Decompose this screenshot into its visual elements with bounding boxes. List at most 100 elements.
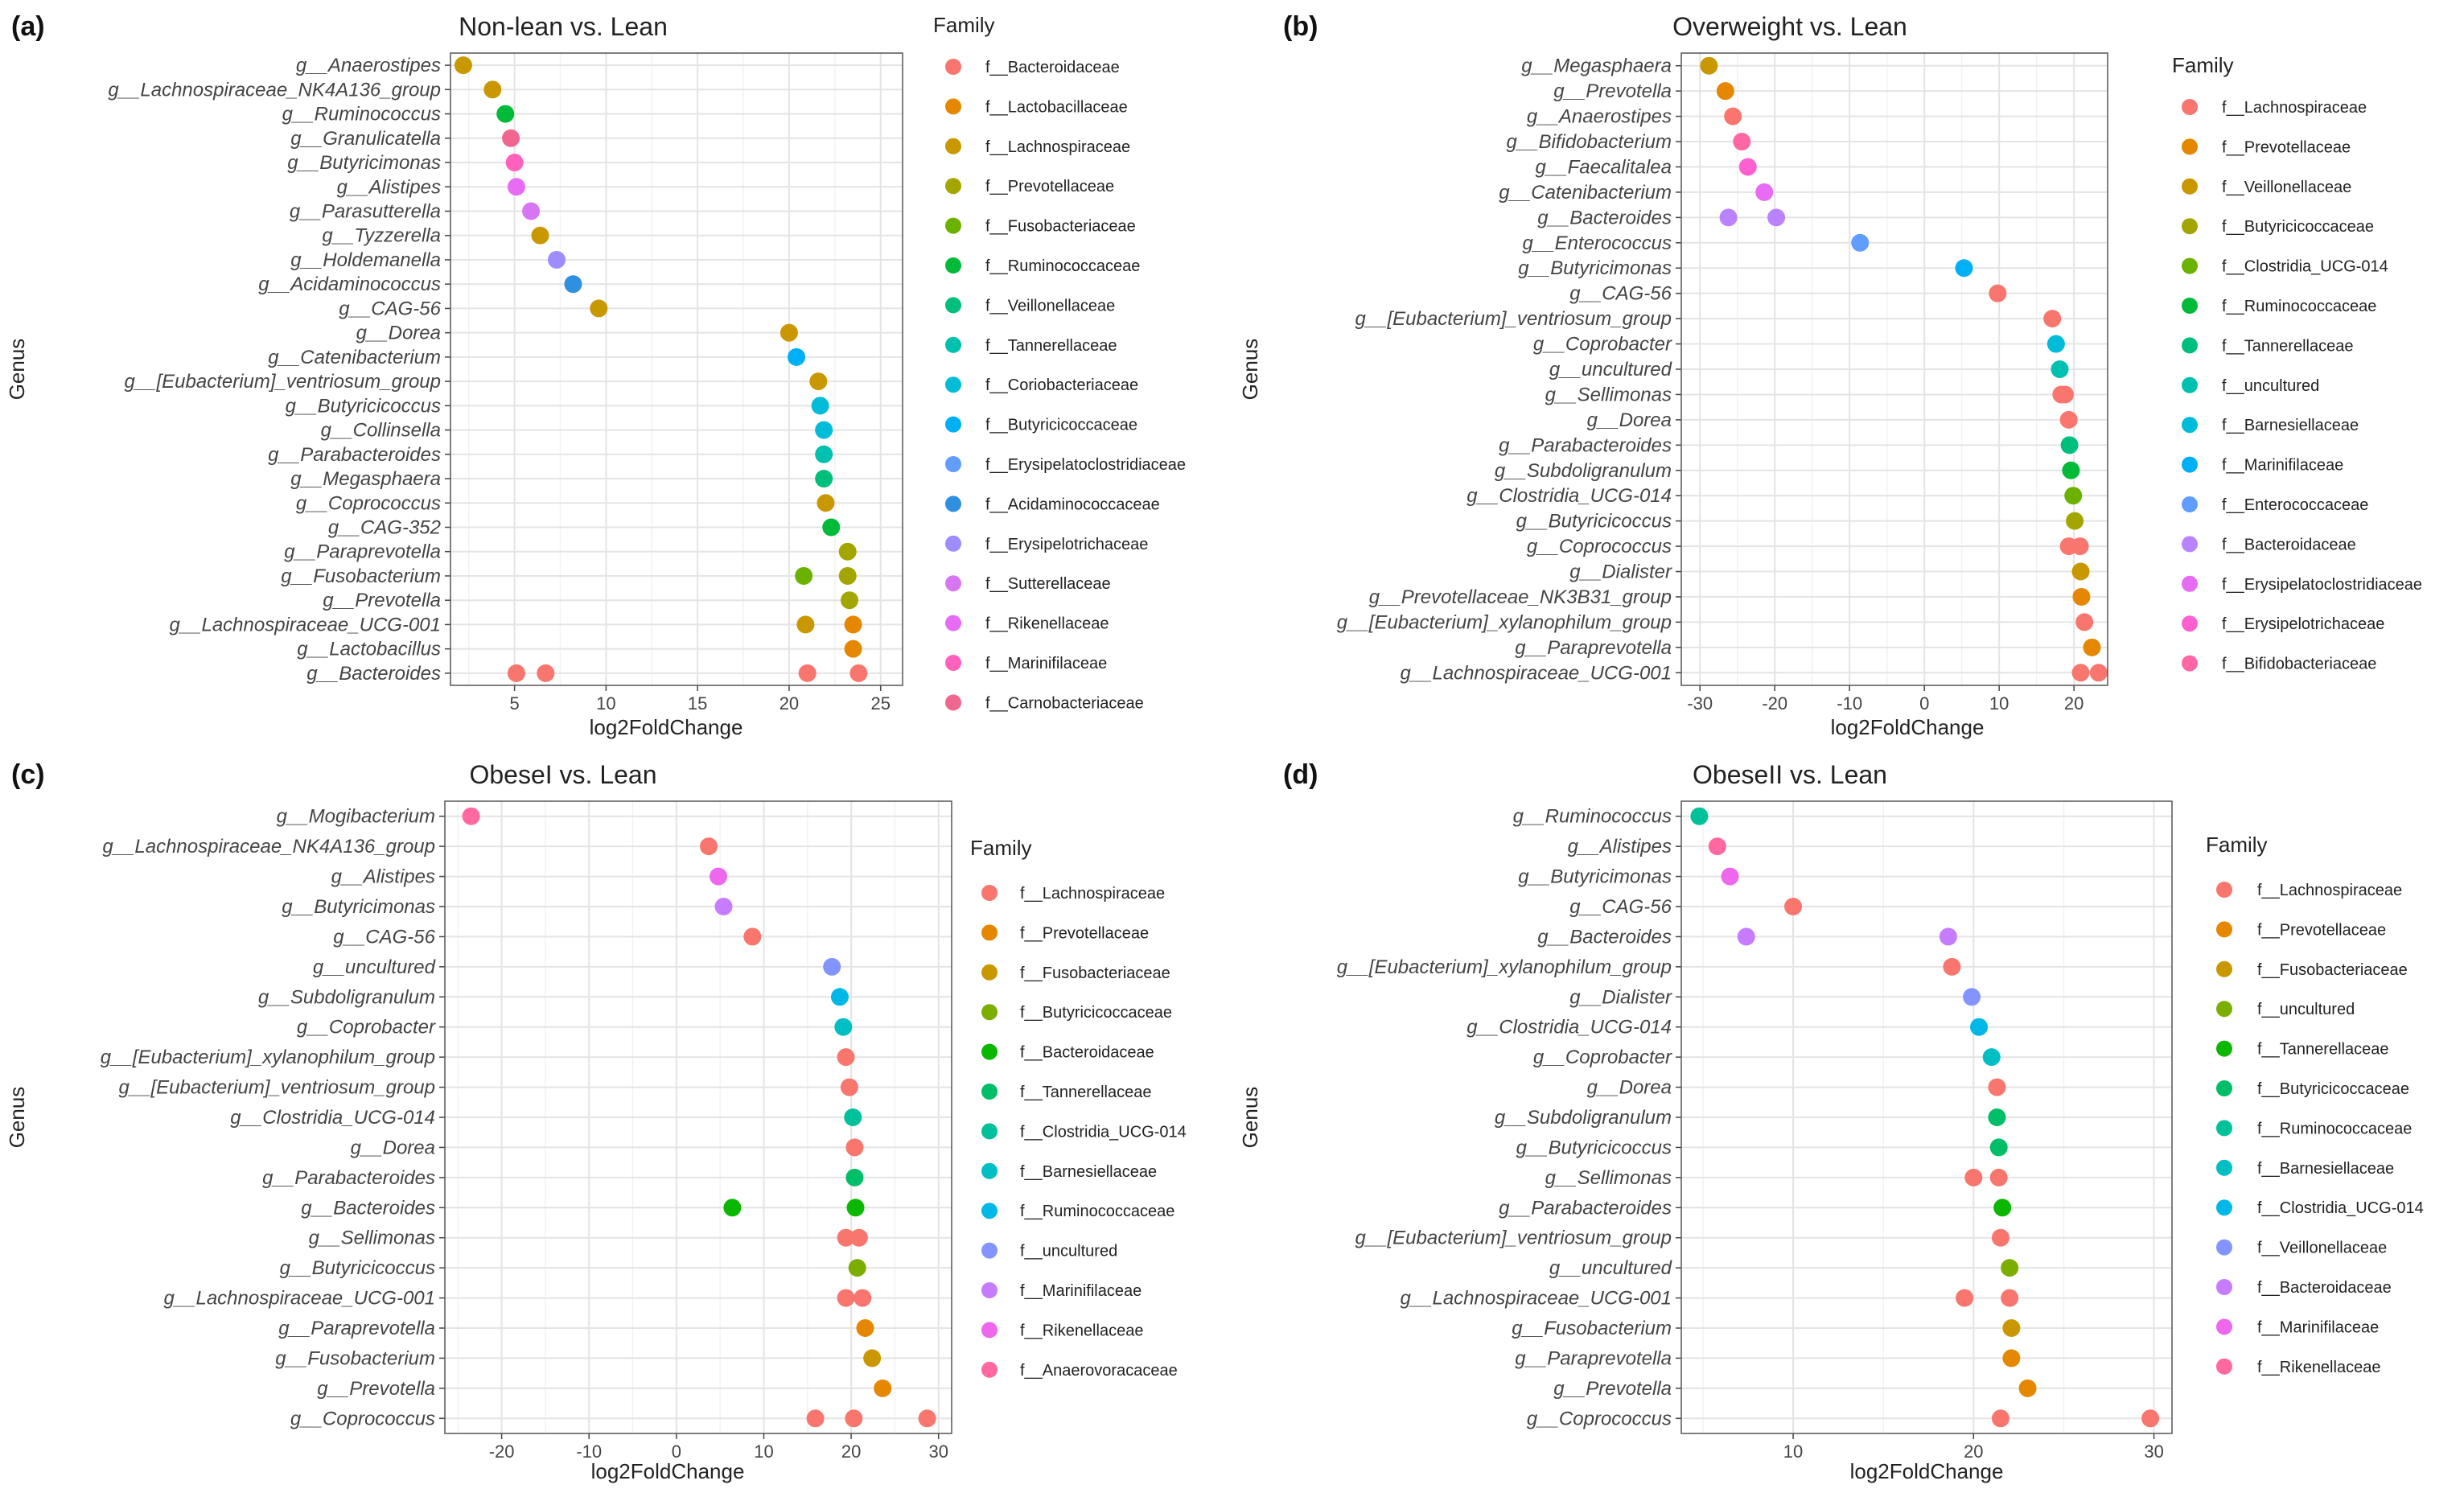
y-tick-label: g__Bacteroides [1537, 926, 1672, 948]
legend-swatch [2216, 1159, 2232, 1176]
legend-swatch [2182, 376, 2198, 393]
x-tick-label: -10 [1837, 693, 1862, 714]
legend-swatch [2182, 337, 2198, 354]
legend-label: f__Prevotellaceae [1020, 924, 1149, 942]
legend-label: f__Marinifilaceae [1020, 1282, 1142, 1300]
data-point [2001, 1259, 2019, 1277]
y-tick-label: g__Subdoligranulum [1495, 1107, 1672, 1129]
data-point [1851, 233, 1870, 252]
panel-4: (d) ObeseII vs. Lean 10 20 30 g__Ruminococcus… [1238, 759, 2424, 1483]
data-point [798, 664, 817, 682]
legend: Family f__Bacteroidaceae f__Lactobacillace… [933, 13, 1186, 712]
y-tick-label: g__Catenibacterium [268, 347, 441, 368]
data-point [1989, 1168, 2008, 1186]
data-point [1767, 208, 1786, 227]
x-axis-title: log2FoldChange [1831, 715, 1985, 739]
legend-label: f__Rikenellaceae [985, 615, 1109, 633]
legend-label: f__Erysipelatoclostridiaceae [985, 456, 1186, 474]
data-point [1955, 259, 1973, 278]
legend-label: f__Ruminococcaceae [985, 257, 1140, 275]
data-point [1939, 927, 1957, 946]
data-point [845, 1168, 864, 1186]
data-point [1988, 1078, 2006, 1096]
data-point [2083, 638, 2101, 656]
legend-swatch [2216, 921, 2232, 938]
data-point [1784, 898, 1803, 915]
legend: Family f__Lachnospiraceae f__Prevotellacea… [2172, 53, 2422, 673]
y-tick-label: g__Bifidobacterium [1507, 131, 1672, 153]
y-tick-label: g__Holdemanella [290, 249, 441, 271]
y-tick-label: g__[Eubacterium]_xylanophilum_group [1337, 611, 1672, 633]
legend-label: f__Barnesiellaceae [2222, 417, 2359, 434]
legend-label: f__Butyricicoccaceae [2222, 218, 2374, 236]
data-point [841, 591, 859, 610]
data-point [837, 1048, 855, 1067]
data-point [709, 867, 727, 886]
legend-swatch [2182, 456, 2198, 473]
legend-label: f__Ruminococcaceae [1020, 1203, 1174, 1220]
legend-label: f__Fusobacteriaceae [2257, 961, 2408, 979]
legend-label: f__Erysipelatoclostridiaceae [2222, 576, 2422, 594]
y-tick-label: g__Coprococcus [296, 492, 441, 514]
y-tick-label: g__Paraprevotella [278, 1318, 435, 1339]
data-point [844, 640, 862, 658]
y-tick-label: g__Dialister [1569, 986, 1672, 1008]
y-tick-label: g__Paraprevotella [1515, 1347, 1672, 1369]
y-tick-label: g__Parabacteroides [262, 1167, 435, 1189]
legend-swatch [981, 1162, 998, 1179]
data-point [1991, 1409, 2009, 1428]
legend-swatch [981, 1084, 998, 1100]
legend-swatch [2182, 536, 2198, 553]
y-tick-label: g__Subdoligranulum [1495, 460, 1672, 482]
data-point [817, 494, 835, 512]
legend-label: f__Rikenellaceae [2257, 1359, 2380, 1376]
y-tick-label: g__CAG-56 [339, 298, 441, 319]
legend-label: f__Lachnospiraceae [2257, 882, 2402, 899]
data-point [1716, 82, 1734, 101]
legend-swatch [2182, 178, 2198, 195]
y-tick-label: g__Clostridia_UCG-014 [1466, 485, 1672, 507]
data-point [2071, 562, 2090, 581]
data-point [496, 105, 515, 123]
data-point [1738, 158, 1757, 176]
data-point [483, 80, 502, 99]
x-tick-label: 0 [1919, 693, 1929, 714]
x-axis-title: log2FoldChange [590, 715, 743, 739]
data-point [830, 988, 849, 1006]
data-point [795, 566, 813, 585]
data-point [1755, 183, 1774, 201]
data-point [1989, 1138, 2008, 1157]
legend-swatch [945, 535, 961, 552]
data-point [2051, 360, 2069, 378]
legend-swatch [2216, 1318, 2232, 1335]
y-tick-label: g__Coprococcus [1527, 1408, 1672, 1429]
x-tick-label: -20 [1762, 693, 1787, 714]
data-point [780, 323, 798, 342]
y-tick-label: g__Ruminococcus [1513, 806, 1672, 828]
legend-label: f__Butyricicoccaceae [2257, 1080, 2409, 1098]
legend-swatch [2182, 615, 2198, 632]
legend-swatch [981, 1004, 998, 1021]
data-point [815, 445, 833, 463]
data-point [1956, 1289, 1974, 1307]
data-point [454, 56, 472, 75]
legend-swatch [945, 98, 961, 115]
panel-2: (b) Overweight vs. Lean -30 -20 -10 0 10 20 g__M… [1238, 11, 2422, 739]
x-tick-label: -20 [489, 1441, 515, 1462]
legend-label: f__Prevotellaceae [985, 178, 1114, 195]
data-point [809, 372, 828, 391]
data-point [796, 615, 815, 634]
y-tick-label: g__Coprobacter [1533, 334, 1672, 356]
data-point [849, 664, 868, 682]
data-point [840, 1078, 858, 1096]
legend-label: f__Bacteroidaceae [1020, 1044, 1154, 1062]
data-point [806, 1409, 825, 1428]
legend-label: f__Butyricicoccaceae [985, 417, 1137, 434]
data-point [856, 1319, 874, 1337]
chart-title: Overweight vs. Lean [1672, 12, 1907, 41]
legend-label: f__Lachnospiraceae [1020, 885, 1165, 903]
x-tick-label: 15 [688, 693, 707, 714]
y-tick-label: g__Parabacteroides [1499, 1197, 1672, 1219]
y-tick-label: g__Butyricimonas [282, 896, 435, 918]
